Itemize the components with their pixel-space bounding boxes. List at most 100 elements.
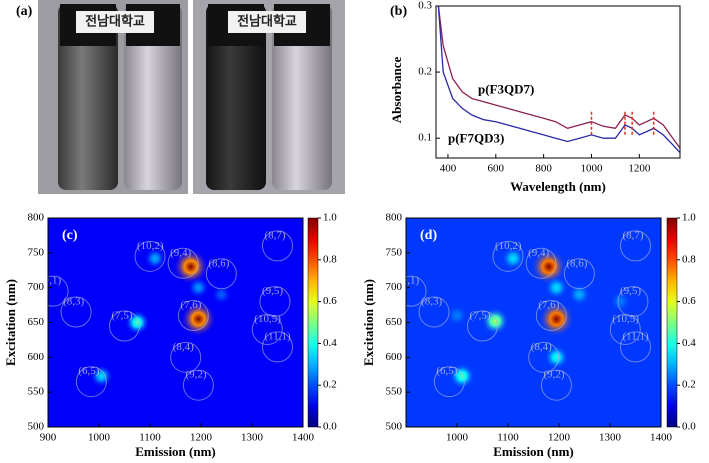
y-tick-label: 650 — [28, 316, 45, 328]
colorbar-tick-label: 0.4 — [323, 337, 337, 349]
y-axis-label: Excitation (nm) — [3, 279, 18, 366]
spot — [446, 305, 468, 327]
ring-label: (7,6) — [180, 299, 201, 311]
ring — [467, 310, 498, 342]
colorbar — [307, 217, 319, 428]
map-layer: (9,1)(8,3) (7,5) (10,2) (9,4) (8,6) (7,6) (8,4… — [406, 229, 651, 401]
ring-label: (8,6) — [208, 257, 229, 269]
spot — [144, 247, 167, 270]
ring — [167, 247, 199, 279]
ring — [262, 331, 293, 363]
colorbar-tick-label: 0.0 — [323, 421, 337, 433]
spot — [449, 363, 475, 389]
panel-label: (a) — [16, 4, 33, 19]
ring-label: (7,6) — [538, 299, 559, 311]
spot — [568, 283, 591, 306]
y-axis-label: Excitation (nm) — [361, 279, 376, 366]
ring-label: (11,1) — [623, 330, 650, 342]
x-axis-label: Emission (nm) — [135, 444, 216, 459]
ring-label: (6,5) — [436, 365, 457, 377]
ring — [620, 230, 651, 262]
spot — [90, 364, 114, 388]
ring-label: (10,5) — [254, 313, 281, 325]
ring — [620, 331, 651, 363]
x-axis-label: Emission (nm) — [493, 444, 574, 459]
ring-label: (9,2) — [185, 369, 206, 381]
ring — [609, 313, 641, 345]
y-tick-label: 700 — [386, 281, 403, 293]
series-line — [437, 6, 680, 154]
ring-label: (8,7) — [265, 229, 286, 241]
series-label: p(F7QD3) — [448, 130, 504, 145]
ring-label: (9,2) — [543, 369, 564, 381]
ring — [205, 258, 237, 290]
ring — [170, 341, 202, 373]
ring-label: (8,3) — [63, 296, 84, 308]
colorbar-tick-label: 0.6 — [682, 295, 696, 307]
ring — [182, 369, 214, 401]
ring-label: (9,4) — [170, 247, 191, 259]
ring — [525, 247, 557, 279]
ring — [134, 240, 166, 272]
ring-label: (8,3) — [421, 296, 442, 308]
x-axis-label: Wavelength (nm) — [510, 179, 606, 194]
y-tick-label: 500 — [28, 421, 45, 433]
ring — [492, 240, 524, 272]
colorbar-tick-label: 0.8 — [323, 253, 337, 265]
ring — [535, 300, 567, 332]
spot — [124, 310, 150, 335]
x-tick-label: 400 — [440, 163, 457, 175]
spot — [544, 276, 568, 300]
ring-label: (9,4) — [528, 247, 549, 259]
ring-label: (10,2) — [137, 240, 164, 252]
ring — [433, 366, 465, 398]
spot — [481, 307, 509, 335]
y-tick-label: 0.1 — [418, 132, 432, 144]
panel-label: (c) — [62, 228, 78, 243]
ring — [406, 275, 427, 307]
y-tick-label: 0.3 — [418, 0, 432, 12]
y-tick-label: 0.2 — [418, 66, 432, 78]
map-layer: (9,1)(8,3) (7,5) (10,2) (9,4) (8,6) (7,6) (8,4… — [48, 229, 293, 401]
ring — [75, 366, 107, 398]
x-tick-label: 1200 — [548, 432, 571, 444]
spot — [501, 246, 525, 270]
logo-text: 전남대학교 — [237, 14, 297, 30]
y-tick-label: 600 — [386, 351, 403, 363]
colorbar-tick-label: 1.0 — [323, 212, 337, 224]
ring-label: (8,4) — [531, 341, 552, 353]
colorbar-tick-label: 0.8 — [682, 253, 696, 265]
ring — [262, 230, 293, 262]
y-tick-label: 800 — [386, 212, 403, 224]
ring-label: (9,5) — [262, 285, 283, 297]
ring — [418, 296, 450, 328]
map-background — [406, 218, 661, 427]
vial — [58, 4, 118, 190]
x-tick-label: 1000 — [88, 432, 111, 444]
y-tick-label: 700 — [28, 281, 45, 293]
panel-label: (b) — [390, 4, 407, 19]
panel-label: (d) — [420, 228, 437, 243]
plot-frame — [435, 5, 681, 159]
colorbar-tick-label: 1.0 — [682, 212, 696, 224]
y-tick-label: 750 — [28, 246, 45, 258]
ring — [177, 300, 209, 332]
y-axis-label: Absorbance — [389, 57, 404, 124]
colorbar-tick-label: 0.2 — [682, 379, 696, 391]
y-tick-label: 800 — [28, 212, 45, 224]
ring-label: (6,5) — [78, 365, 99, 377]
ring — [251, 313, 283, 345]
spot — [530, 248, 567, 285]
ring — [528, 341, 560, 373]
y-tick-label: 650 — [386, 316, 403, 328]
colorbar — [666, 217, 678, 428]
ring-label: (8,7) — [623, 229, 644, 241]
ring-label: (10,5) — [612, 313, 639, 325]
spot — [544, 345, 569, 370]
vial — [272, 4, 332, 190]
x-tick-label: 800 — [535, 163, 552, 175]
logo-sticker — [228, 11, 306, 33]
ring-label: (7,5) — [470, 310, 491, 322]
colorbar-tick-label: 0.2 — [323, 379, 337, 391]
